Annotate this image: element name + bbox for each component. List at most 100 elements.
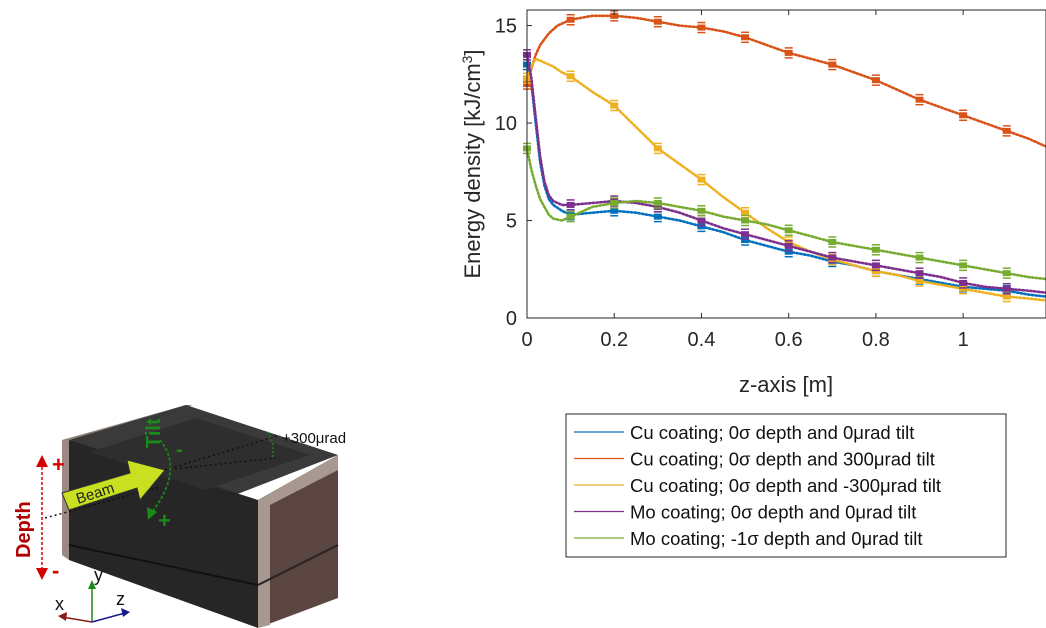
error-bar [1002,125,1011,137]
legend-label: Mo coating; 0σ depth and 0μrad tilt [630,502,916,523]
error-bar-marker [784,238,793,245]
error-bar-marker [1002,285,1011,292]
error-bar-marker [915,270,924,277]
error-bar [566,13,575,26]
plot-area-frame [526,9,1046,319]
error-bar [915,267,924,279]
y-ticks: 0 5 10 15 [495,16,532,330]
error-bar-marker [566,201,575,208]
y-axis-label-close: ] [460,49,485,55]
error-bar [566,199,575,211]
error-bar-marker [610,207,619,214]
error-bar-marker [871,268,880,275]
error-bar-marker [697,223,706,230]
y-axis-label-main: Energy density [kJ/cm [460,63,485,278]
tilt-plus: + [158,508,171,533]
tilt-minus: - [176,439,183,461]
error-bar [784,224,793,237]
depth-arrow-head-down [36,568,48,580]
angle-label: +300μrad [282,430,346,447]
error-bar-marker [784,227,793,234]
error-bar [741,214,750,227]
error-bar [871,244,880,256]
error-bar-marker [610,102,619,109]
error-bar [1002,267,1011,279]
axis-z-head [121,608,130,617]
error-bar-marker [653,199,662,206]
error-bar-marker [610,12,619,19]
axis-z-arrow [91,612,126,623]
error-bar [959,277,968,289]
error-bar [828,236,837,248]
y-axis-label-sup: 3 [459,55,475,63]
series-line-2 [525,57,1046,302]
error-bar [741,31,750,44]
series-0 [523,58,1046,298]
block-groove [90,418,310,490]
block-split-line [68,544,259,586]
error-bar [828,58,837,71]
axis-z-label: z [116,589,125,609]
error-bar-marker [828,61,837,68]
block-right-strip [258,455,338,628]
error-bar [915,93,924,106]
depth-label: Depth [13,501,35,558]
series-2 [523,57,1046,303]
error-bar [959,109,968,122]
depth-minus: - [52,558,59,583]
beam-arrow [61,459,166,511]
error-bar-marker [784,248,793,255]
error-bar-marker [915,254,924,261]
error-bar [566,70,575,83]
series-line-4 [525,147,1046,281]
error-bar [784,240,793,252]
error-bar-marker [784,49,793,56]
series-line-1 [525,14,1046,148]
tilt-dotted-line-2 [164,457,276,471]
error-bar-marker [828,254,837,261]
tilt-arrow-head [147,507,157,520]
error-bar [784,47,793,59]
error-bar-marker [741,209,750,216]
depth-arrow-head-up [36,455,48,467]
axis-y-head [88,580,96,589]
error-bar [915,251,924,264]
error-bar-marker [741,231,750,238]
tilt-label: Tilt [143,418,165,448]
error-bar-marker [784,242,793,249]
error-bar [653,210,662,223]
x-ticks: 0 0.2 0.4 0.6 0.8 1 [521,10,969,351]
block-split-line-side [257,544,339,586]
error-bar-marker [653,213,662,220]
x-tick-label: 0.2 [600,329,628,351]
error-bar [871,259,880,272]
error-bar-marker [871,77,880,84]
error-bar [610,197,619,209]
legend: Cu coating; 0σ depth and 0μrad tilt Cu co… [565,413,1007,558]
error-bar-marker [566,213,575,220]
error-bar [1002,283,1011,295]
y-axis-label: Energy density [kJ/cm3] [459,49,485,278]
error-bar-marker [610,199,619,206]
x-tick-label: 1 [958,329,969,351]
error-bar [871,74,880,86]
tilt-arrow-arc [149,439,172,516]
error-bar [610,99,619,112]
error-bar-marker [871,262,880,269]
series-line-0 [525,63,1046,298]
axis-x-head [58,612,67,621]
error-bar-marker [959,279,968,286]
series-3 [523,49,1046,295]
error-bar-marker [915,277,924,284]
error-bar-marker [1002,127,1011,134]
axis-y-label: y [94,565,103,585]
legend-label: Cu coating; 0σ depth and 0μrad tilt [630,422,914,443]
error-bar [653,197,662,209]
error-bar-marker [741,217,750,224]
legend-box [565,413,1007,558]
error-bar [741,228,750,240]
error-bar [697,205,706,217]
error-bar-marker [1002,270,1011,277]
error-bar [828,251,837,264]
error-bar [653,15,662,28]
